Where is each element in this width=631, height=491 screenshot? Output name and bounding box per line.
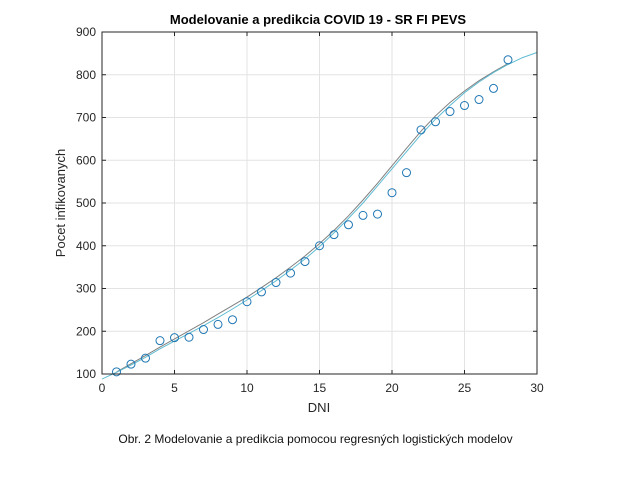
data-point [373, 209, 382, 219]
data-point [503, 55, 513, 65]
data-point [242, 297, 252, 307]
data-point [286, 268, 295, 278]
data-point [329, 230, 339, 240]
data-point [300, 257, 310, 267]
y-axis-ticks: 100 200 300 400 500 600 700 800 900 [76, 25, 537, 381]
x-tick-label: 20 [385, 381, 399, 395]
data-point [474, 95, 484, 105]
data-point [271, 278, 281, 288]
data-point [141, 353, 150, 363]
data-point [315, 241, 324, 251]
x-axis-label: DNI [308, 400, 330, 415]
figure-caption: Obr. 2 Modelovanie a predikcia pomocou r… [118, 432, 513, 446]
data-point [112, 367, 121, 377]
data-point [431, 117, 440, 127]
data-point [358, 210, 368, 220]
x-tick-label: 30 [530, 381, 544, 395]
data-point [387, 188, 397, 198]
data-point [344, 220, 353, 230]
x-tick-label: 0 [99, 381, 106, 395]
y-tick-label: 300 [76, 282, 96, 296]
data-point [126, 359, 136, 369]
data-point [213, 319, 223, 329]
data-point [416, 125, 426, 135]
y-tick-label: 200 [76, 324, 96, 338]
data-point [170, 333, 179, 343]
chart-title: Modelovanie a predikcia COVID 19 - SR FI… [170, 12, 467, 27]
y-tick-label: 500 [76, 196, 96, 210]
data-point [257, 287, 266, 297]
series-line-1 [116, 63, 509, 373]
data-point [155, 336, 165, 346]
data-points [112, 55, 513, 377]
data-point [489, 83, 498, 93]
y-axis-label: Pocet infikovanych [53, 149, 68, 257]
x-tick-label: 15 [313, 381, 327, 395]
y-tick-label: 900 [76, 25, 96, 39]
data-point [228, 315, 237, 325]
y-tick-label: 100 [76, 367, 96, 381]
grid-lines [102, 32, 537, 374]
data-point [460, 101, 469, 111]
y-tick-label: 800 [76, 68, 96, 82]
x-tick-label: 10 [240, 381, 254, 395]
fitted-curves [101, 52, 538, 380]
y-tick-label: 600 [76, 153, 96, 167]
data-point [402, 168, 411, 178]
series-line-2 [101, 52, 538, 380]
y-tick-label: 400 [76, 239, 96, 253]
data-point [184, 332, 194, 342]
data-point [199, 325, 208, 335]
data-point [445, 107, 455, 117]
x-tick-label: 25 [458, 381, 472, 395]
x-axis-ticks: 0 5 10 15 20 25 30 [99, 32, 544, 395]
x-tick-label: 5 [171, 381, 178, 395]
y-tick-label: 700 [76, 111, 96, 125]
